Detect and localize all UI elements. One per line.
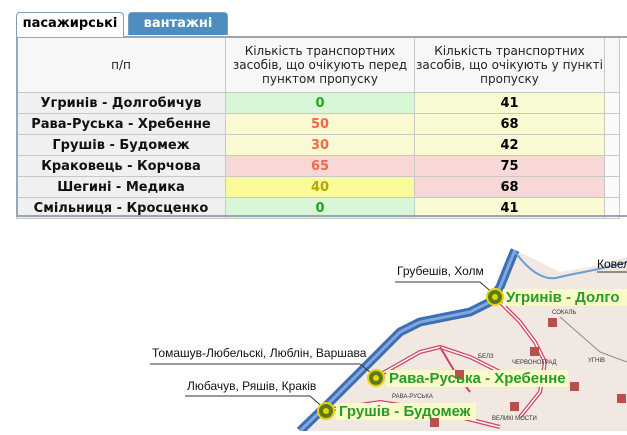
border-inner [298, 249, 517, 433]
row-name: Грушів - Будомеж [16, 134, 226, 156]
label-lubaczow: Любачув, Ряшів, Краків [187, 379, 317, 393]
point-label-rava[interactable]: Рава-Руська - Хребенне [389, 370, 566, 387]
header-inside: Кількість транспортних засобів, що очіку… [414, 36, 605, 93]
row-before: 50 [225, 113, 415, 135]
row-before: 0 [225, 197, 415, 219]
row-extra [604, 155, 620, 177]
row-extra [604, 176, 620, 198]
queue-table: п/п Кількість транспортних засобів, що о… [16, 36, 620, 219]
header-extra [604, 36, 620, 93]
label-tomaszow: Томашув-Любельскі, Люблін, Варшава [152, 346, 367, 360]
town-label: БЕЛЗ [478, 354, 494, 360]
point-label-bg [386, 370, 568, 387]
row-inside: 75 [414, 155, 605, 177]
row-name: Рава-Руська - Хребенне [16, 113, 226, 135]
crossing-marker-rava[interactable] [367, 369, 385, 387]
row-extra [604, 134, 620, 156]
label-hrubieszow: Грубешів, Холм [397, 264, 484, 278]
row-name: Угринів - Долгобичув [16, 92, 226, 114]
map-svg [150, 248, 627, 435]
header-index: п/п [16, 36, 226, 93]
crossing-marker-hrushiv[interactable] [317, 402, 335, 420]
town-label: РАВА-РУСЬКА [392, 394, 433, 400]
leader-line [185, 395, 327, 411]
row-name: Краковець - Корчова [16, 155, 226, 177]
row-before: 30 [225, 134, 415, 156]
row-extra [604, 113, 620, 135]
river [514, 251, 627, 280]
city-marker [430, 418, 439, 427]
row-inside: 42 [414, 134, 605, 156]
row-inside: 68 [414, 113, 605, 135]
table-header-row: п/п Кількість транспортних засобів, що о… [16, 36, 620, 93]
map-area[interactable]: Грубешів, Холм Ковел Томашув-Любельскі, … [0, 232, 627, 435]
table-row: Угринів - Долгобичув 0 41 [16, 92, 620, 114]
city-marker [548, 318, 557, 327]
table-row: Краковець - Корчова 65 75 [16, 155, 620, 177]
city-marker [617, 394, 626, 403]
city-marker [510, 402, 519, 411]
town-label: СОКАЛЬ [552, 310, 577, 316]
point-label-uhryniv[interactable]: Угринів - Долго [506, 289, 620, 306]
town-label: ЧЕРВОНОГРАД [512, 360, 557, 366]
leader-line [150, 363, 377, 378]
table-row: Шегині - Медика 40 68 [16, 176, 620, 198]
point-label-hrushiv[interactable]: Грушів - Будомеж [339, 403, 471, 420]
city-marker [570, 382, 579, 391]
leader-line [395, 281, 496, 296]
crossing-marker-uhryniv[interactable] [486, 288, 504, 306]
row-extra [604, 92, 620, 114]
label-kovel: Ковел [597, 257, 627, 271]
row-inside: 68 [414, 176, 605, 198]
row-extra [604, 197, 620, 219]
city-marker [455, 370, 464, 379]
row-before: 40 [225, 176, 415, 198]
tab-cargo[interactable]: вантажні [128, 12, 228, 35]
row-name: Шегині - Медика [16, 176, 226, 198]
point-label-bg [503, 289, 627, 306]
table-row: Рава-Руська - Хребенне 50 68 [16, 113, 620, 135]
town-label: УГНІВ [588, 358, 606, 364]
row-inside: 41 [414, 92, 605, 114]
road-minor [559, 316, 627, 363]
row-before: 0 [225, 92, 415, 114]
header-before: Кількість транспортних засобів, що очіку… [225, 36, 415, 93]
row-name: Смільниця - Кросценко [16, 197, 226, 219]
row-before: 65 [225, 155, 415, 177]
city-marker [530, 347, 539, 356]
town-label: ВЕЛИКІ МОСТИ [492, 416, 537, 422]
row-inside: 41 [414, 197, 605, 219]
road-inner [494, 296, 546, 418]
tab-passenger[interactable]: пасажирські [16, 12, 124, 37]
table-row: Смільниця - Кросценко 0 41 [16, 197, 620, 219]
table-row: Грушів - Будомеж 30 42 [16, 134, 620, 156]
point-label-bg [336, 403, 476, 420]
